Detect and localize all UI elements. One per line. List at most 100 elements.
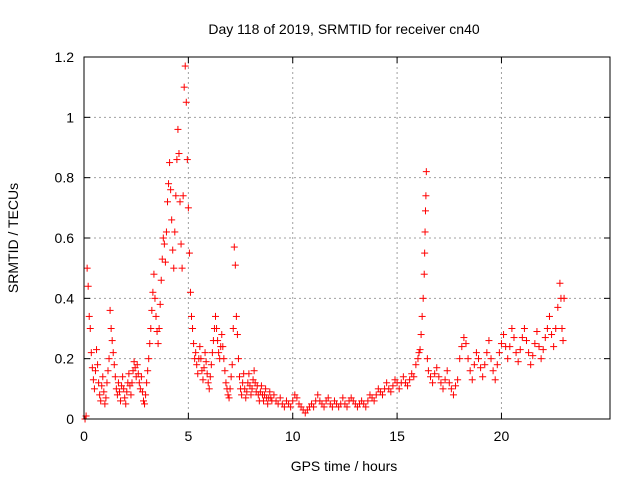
data-point <box>135 379 143 387</box>
data-point <box>414 355 422 363</box>
data-point <box>378 391 386 399</box>
data-point <box>127 391 135 399</box>
y-tick-label: 0.8 <box>55 170 75 186</box>
data-point <box>184 204 192 212</box>
data-point <box>339 394 347 402</box>
data-point <box>489 367 497 375</box>
data-point <box>212 312 219 320</box>
data-point <box>460 334 468 342</box>
data-point <box>196 343 204 351</box>
data-point <box>222 379 230 387</box>
data-point <box>487 355 495 363</box>
data-point <box>148 306 156 314</box>
data-point <box>439 385 447 393</box>
data-point <box>535 343 543 351</box>
data-point <box>179 192 187 200</box>
data-point <box>102 394 110 402</box>
x-tick-label: 15 <box>389 428 405 444</box>
data-point <box>395 385 403 393</box>
data-point <box>89 376 97 384</box>
x-axis-label: GPS time / hours <box>291 458 398 474</box>
data-point <box>475 355 482 363</box>
data-point <box>552 325 560 332</box>
data-point <box>152 312 160 320</box>
data-point <box>150 270 158 278</box>
data-point <box>422 192 430 200</box>
data-point <box>225 394 233 402</box>
data-point <box>168 216 176 224</box>
data-point <box>267 394 275 402</box>
data-point <box>418 312 426 320</box>
data-point <box>421 228 429 236</box>
data-point <box>177 240 185 248</box>
data-point <box>539 346 547 354</box>
data-point <box>163 198 171 206</box>
data-point <box>497 340 505 348</box>
data-point <box>93 346 101 354</box>
data-point <box>421 249 429 257</box>
data-point <box>529 352 537 360</box>
data-point <box>138 388 146 396</box>
data-point <box>417 331 425 339</box>
data-point <box>310 403 318 411</box>
data-point <box>219 343 227 351</box>
data-point <box>243 388 251 396</box>
data-point <box>204 379 212 387</box>
data-point <box>120 385 128 393</box>
data-point <box>185 249 193 257</box>
data-point <box>516 346 524 354</box>
data-point <box>493 361 501 369</box>
data-point <box>372 391 380 399</box>
data-point <box>139 397 147 405</box>
data-point <box>454 376 462 384</box>
data-point <box>512 349 520 357</box>
data-point <box>194 370 202 378</box>
data-point <box>214 337 222 345</box>
y-tick-label: 0 <box>66 411 74 427</box>
data-point <box>506 343 514 351</box>
data-point <box>420 270 428 278</box>
data-point <box>203 370 211 378</box>
data-point <box>527 361 535 369</box>
data-point <box>128 379 136 387</box>
data-point <box>270 391 278 399</box>
data-point <box>262 385 270 393</box>
data-point <box>483 349 491 357</box>
data-point <box>103 379 111 387</box>
data-point <box>236 373 244 381</box>
data-point <box>111 373 119 381</box>
data-point <box>514 358 522 366</box>
data-point <box>518 334 526 342</box>
data-point <box>247 391 255 399</box>
data-point <box>155 325 163 332</box>
data-point <box>260 397 268 405</box>
data-point <box>560 294 568 302</box>
data-point <box>110 361 118 369</box>
data-point <box>238 391 246 399</box>
data-point <box>205 385 213 393</box>
data-point <box>96 391 104 399</box>
data-point <box>99 373 107 381</box>
data-point <box>167 186 175 194</box>
y-tick-label: 0.6 <box>55 230 75 246</box>
data-point <box>406 376 414 384</box>
data-point <box>416 346 424 354</box>
data-point <box>224 391 232 399</box>
data-point <box>468 376 476 384</box>
data-point <box>180 83 188 91</box>
data-point <box>435 373 443 381</box>
data-point <box>176 198 184 206</box>
data-point <box>122 400 130 408</box>
data-point <box>481 361 489 369</box>
data-point <box>541 334 549 342</box>
data-point <box>343 403 351 411</box>
data-point <box>537 355 545 363</box>
data-point <box>441 376 449 384</box>
data-point <box>452 382 460 390</box>
data-point <box>149 288 157 296</box>
data-point <box>504 355 512 363</box>
data-point <box>141 400 149 408</box>
data-point <box>106 306 114 314</box>
data-point <box>548 331 556 339</box>
